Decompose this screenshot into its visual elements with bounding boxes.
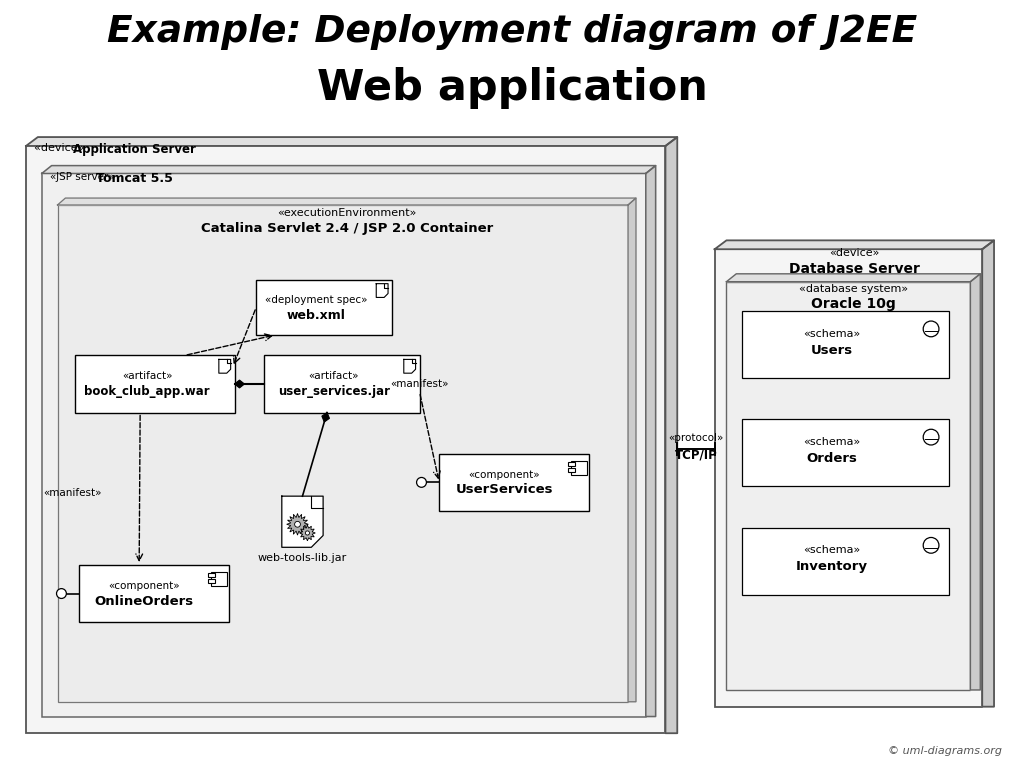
Bar [57,205,628,702]
Text: «JSP server»: «JSP server» [49,171,118,181]
Text: Application Server: Application Server [74,143,197,156]
Polygon shape [219,359,230,373]
Text: Inventory: Inventory [796,560,867,573]
Polygon shape [322,412,330,422]
Bar [211,572,226,586]
Text: Web application: Web application [316,68,708,109]
Bar [726,282,971,690]
Text: «schema»: «schema» [803,545,860,555]
Bar [264,356,420,412]
Polygon shape [26,137,677,146]
Circle shape [305,531,309,535]
Circle shape [924,321,939,337]
Polygon shape [282,496,324,548]
Bar [742,528,949,594]
Text: «protocol»: «protocol» [669,433,724,443]
Text: Example: Deployment diagram of J2EE: Example: Deployment diagram of J2EE [106,14,918,50]
Bar [208,579,215,583]
Polygon shape [234,380,245,388]
Bar [568,462,574,465]
Circle shape [924,538,939,553]
Text: web.xml: web.xml [287,310,346,323]
Bar [256,280,392,335]
Text: «device»: «device» [34,143,88,153]
Circle shape [56,588,67,598]
Text: «executionEnvironment»: «executionEnvironment» [278,208,417,218]
Text: Tomcat 5.5: Tomcat 5.5 [96,171,173,184]
Polygon shape [666,137,677,733]
Circle shape [295,521,300,527]
Text: «component»: «component» [468,469,540,479]
Bar [75,356,234,412]
Bar [439,454,589,511]
Bar [568,468,574,472]
Text: Catalina Servlet 2.4 / JSP 2.0 Container: Catalina Servlet 2.4 / JSP 2.0 Container [201,222,493,235]
Bar [715,250,982,707]
Text: Database Server: Database Server [788,262,920,276]
Text: UserServices: UserServices [456,483,553,496]
Bar [742,311,949,378]
Polygon shape [726,274,980,282]
Bar [79,565,228,622]
Text: © uml-diagrams.org: © uml-diagrams.org [888,746,1001,756]
Polygon shape [42,166,655,174]
Polygon shape [287,514,308,535]
Text: «manifest»: «manifest» [390,379,449,389]
Bar [571,461,587,475]
Polygon shape [57,198,636,205]
Text: user_services.jar: user_services.jar [278,385,390,398]
Text: Oracle 10g: Oracle 10g [811,297,896,312]
Circle shape [417,478,426,487]
Polygon shape [376,283,388,297]
Text: «schema»: «schema» [803,329,860,339]
Text: «manifest»: «manifest» [44,488,102,498]
Text: «artifact»: «artifact» [122,371,172,381]
Text: «artifact»: «artifact» [308,371,359,381]
Text: «deployment spec»: «deployment spec» [265,296,368,306]
Text: TCP/IP: TCP/IP [675,449,718,462]
Bar [208,573,215,577]
Polygon shape [971,274,980,690]
Polygon shape [403,359,416,373]
Text: «schema»: «schema» [803,437,860,447]
Polygon shape [715,240,994,250]
Text: «database system»: «database system» [799,283,908,293]
Bar [26,146,666,733]
Text: Orders: Orders [806,452,857,465]
Polygon shape [982,240,994,707]
Text: «device»: «device» [829,248,880,258]
Text: web-tools-lib.jar: web-tools-lib.jar [258,553,347,563]
Bar [42,174,646,717]
Polygon shape [628,198,636,702]
Text: Users: Users [811,343,853,356]
Text: book_club_app.war: book_club_app.war [84,385,210,398]
Circle shape [924,429,939,445]
Polygon shape [300,525,315,541]
Bar [742,419,949,486]
Polygon shape [646,166,655,717]
Text: OnlineOrders: OnlineOrders [94,594,194,607]
Text: «component»: «component» [109,581,180,591]
